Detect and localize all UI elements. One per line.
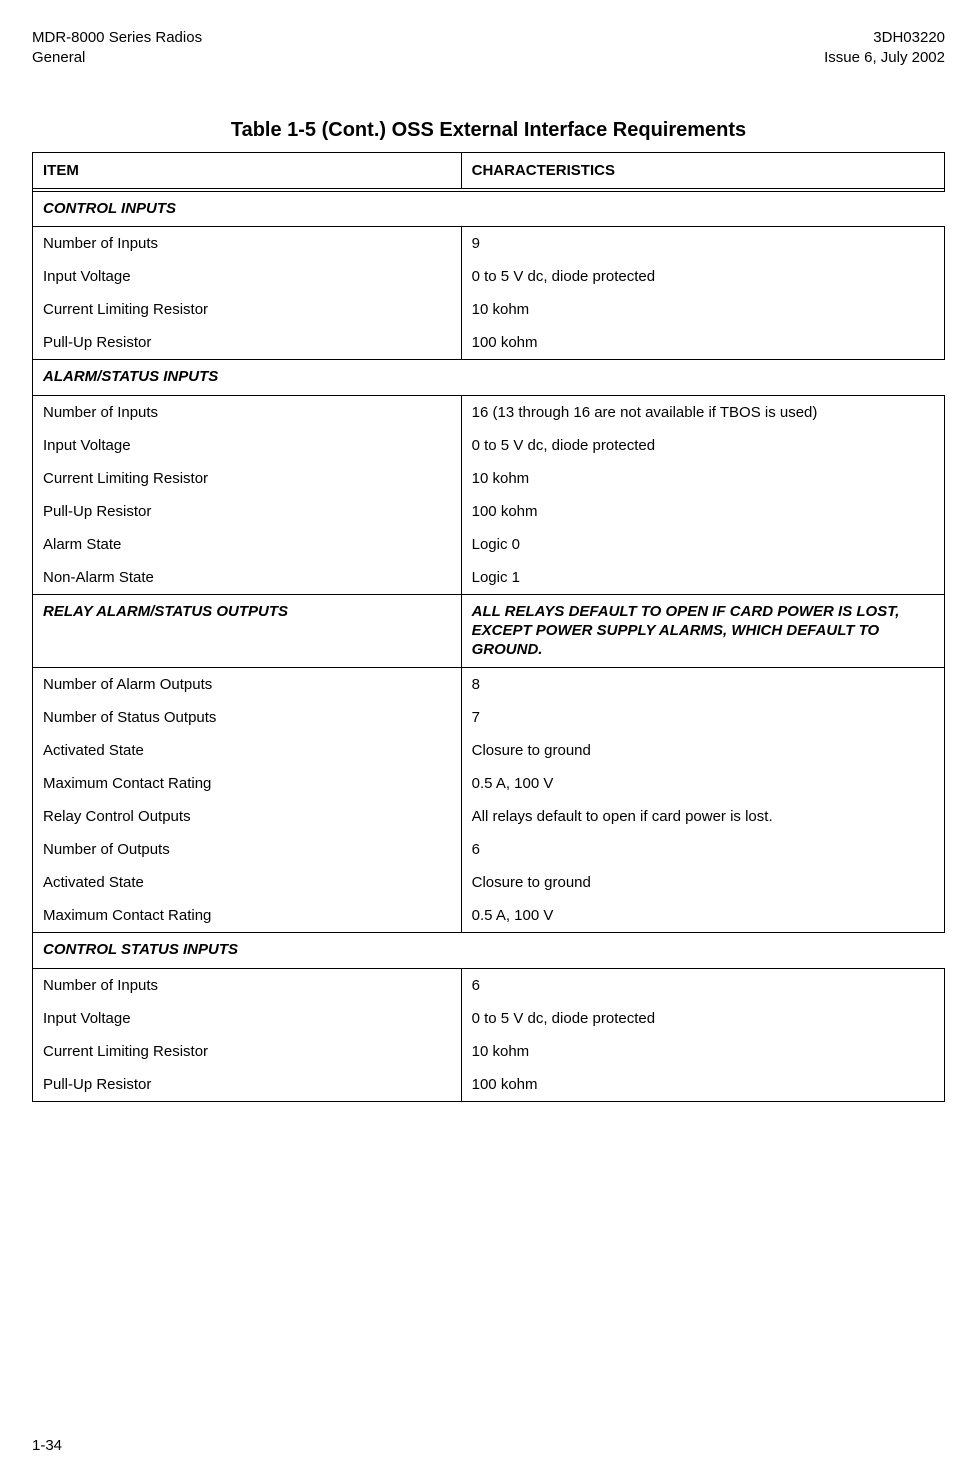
table-row: Number of Outputs6 [33,833,945,866]
cell-item: Pull-Up Resistor [33,1068,462,1102]
spec-table: ITEMCHARACTERISTICSCONTROL INPUTSNumber … [32,152,945,1103]
cell-item: Input Voltage [33,429,462,462]
cell-char: 10 kohm [461,1035,944,1068]
cell-char: 16 (13 through 16 are not available if T… [461,396,944,430]
cell-item: Alarm State [33,528,462,561]
table-row: Current Limiting Resistor10 kohm [33,1035,945,1068]
cell-char: 0.5 A, 100 V [461,767,944,800]
cell-item: Number of Inputs [33,969,462,1003]
cell-item: Number of Inputs [33,227,462,261]
cell-char: 10 kohm [461,293,944,326]
cell-item: Pull-Up Resistor [33,326,462,360]
header-issue: Issue 6, July 2002 [824,48,945,68]
cell-char: 7 [461,701,944,734]
cell-char: Closure to ground [461,734,944,767]
table-row: Number of Inputs16 (13 through 16 are no… [33,396,945,430]
cell-char: 100 kohm [461,495,944,528]
cell-char: 8 [461,668,944,702]
table-row: Input Voltage0 to 5 V dc, diode protecte… [33,260,945,293]
page-header: MDR-8000 Series Radios General 3DH03220 … [32,28,945,69]
cell-char: 9 [461,227,944,261]
col-item: ITEM [33,152,462,188]
header-left: MDR-8000 Series Radios General [32,28,202,69]
cell-char: 0 to 5 V dc, diode protected [461,1002,944,1035]
table-row: Activated StateClosure to ground [33,734,945,767]
table-row: Pull-Up Resistor100 kohm [33,326,945,360]
table-row: Number of Inputs6 [33,969,945,1003]
cell-char: 6 [461,833,944,866]
cell-char: All relays default to open if card power… [461,800,944,833]
section-heading: CONTROL INPUTS [33,191,945,227]
table-row: Activated StateClosure to ground [33,866,945,899]
table-row: Non-Alarm StateLogic 1 [33,561,945,595]
section-heading: ALARM/STATUS INPUTS [33,360,945,396]
col-char: CHARACTERISTICS [461,152,944,188]
table-row: Number of Alarm Outputs8 [33,668,945,702]
section-heading-item: RELAY ALARM/STATUS OUTPUTS [33,595,462,668]
cell-item: Current Limiting Resistor [33,462,462,495]
table-title: Table 1-5 (Cont.) OSS External Interface… [32,119,945,142]
header-docnum: 3DH03220 [824,28,945,48]
table-row: Pull-Up Resistor100 kohm [33,1068,945,1102]
section-heading-row: CONTROL STATUS INPUTS [33,933,945,969]
cell-item: Number of Status Outputs [33,701,462,734]
cell-char: 0 to 5 V dc, diode protected [461,260,944,293]
table-row: Alarm StateLogic 0 [33,528,945,561]
cell-item: Number of Outputs [33,833,462,866]
header-right: 3DH03220 Issue 6, July 2002 [824,28,945,69]
cell-item: Input Voltage [33,260,462,293]
cell-item: Maximum Contact Rating [33,899,462,933]
cell-item: Number of Inputs [33,396,462,430]
table-row: Input Voltage0 to 5 V dc, diode protecte… [33,429,945,462]
header-section: General [32,48,202,68]
cell-item: Current Limiting Resistor [33,293,462,326]
cell-char: 10 kohm [461,462,944,495]
cell-item: Pull-Up Resistor [33,495,462,528]
cell-item: Input Voltage [33,1002,462,1035]
cell-char: Logic 0 [461,528,944,561]
table-row: Current Limiting Resistor10 kohm [33,462,945,495]
cell-item: Activated State [33,866,462,899]
table-row: Maximum Contact Rating0.5 A, 100 V [33,899,945,933]
cell-char: 0 to 5 V dc, diode protected [461,429,944,462]
header-product: MDR-8000 Series Radios [32,28,202,48]
cell-item: Number of Alarm Outputs [33,668,462,702]
table-header-row: ITEMCHARACTERISTICS [33,152,945,188]
cell-item: Maximum Contact Rating [33,767,462,800]
page-number: 1-34 [32,1437,62,1454]
cell-char: Closure to ground [461,866,944,899]
table-row: Current Limiting Resistor10 kohm [33,293,945,326]
section-heading: CONTROL STATUS INPUTS [33,933,945,969]
section-heading-row: CONTROL INPUTS [33,191,945,227]
cell-char: 6 [461,969,944,1003]
section-heading-char: ALL RELAYS DEFAULT TO OPEN IF CARD POWER… [461,595,944,668]
section-heading-row: RELAY ALARM/STATUS OUTPUTSALL RELAYS DEF… [33,595,945,668]
table-row: Input Voltage0 to 5 V dc, diode protecte… [33,1002,945,1035]
table-row: Maximum Contact Rating0.5 A, 100 V [33,767,945,800]
section-heading-row: ALARM/STATUS INPUTS [33,360,945,396]
cell-char: 0.5 A, 100 V [461,899,944,933]
table-row: Pull-Up Resistor100 kohm [33,495,945,528]
cell-item: Non-Alarm State [33,561,462,595]
cell-char: 100 kohm [461,1068,944,1102]
cell-item: Activated State [33,734,462,767]
cell-item: Relay Control Outputs [33,800,462,833]
table-row: Relay Control OutputsAll relays default … [33,800,945,833]
table-row: Number of Status Outputs7 [33,701,945,734]
cell-char: Logic 1 [461,561,944,595]
cell-char: 100 kohm [461,326,944,360]
table-row: Number of Inputs9 [33,227,945,261]
cell-item: Current Limiting Resistor [33,1035,462,1068]
